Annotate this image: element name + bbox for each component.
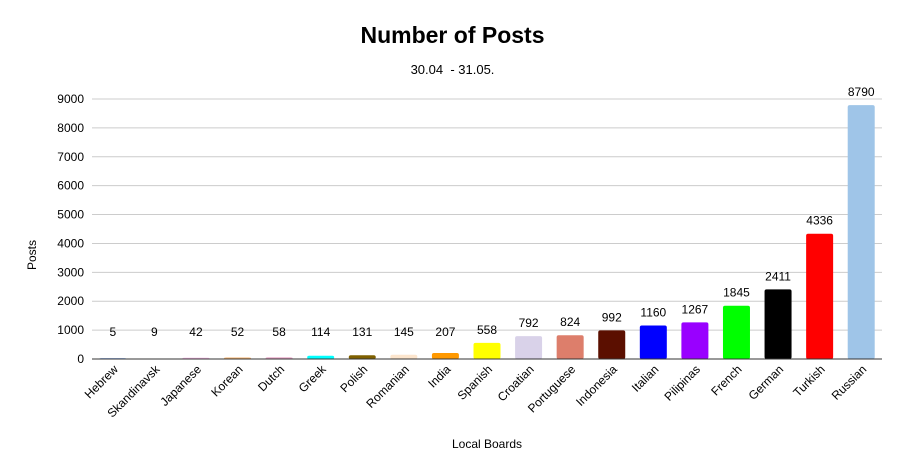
- y-tick-label: 1000: [57, 323, 84, 337]
- bar: [390, 354, 418, 359]
- x-tick-label: India: [425, 362, 454, 391]
- bar: [515, 336, 543, 359]
- data-labels: 5 9 42 52 58 114 131 145 207 558 792 824 992 1160 1267…: [109, 85, 874, 339]
- bar: [806, 233, 834, 359]
- bar: [348, 355, 376, 359]
- data-label: 992: [602, 310, 622, 324]
- x-tick-label: Russian: [829, 362, 870, 403]
- data-label: 2411: [765, 269, 791, 283]
- data-label: 9: [151, 325, 158, 339]
- x-tick-label: Greek: [296, 362, 330, 396]
- data-label: 792: [519, 316, 539, 330]
- data-label: 8790: [848, 85, 875, 99]
- x-tick-label: Polish: [337, 362, 370, 395]
- x-tick-label: Dutch: [255, 362, 287, 394]
- gridlines: [92, 98, 882, 331]
- y-tick-label: 9000: [57, 92, 84, 106]
- y-tick-label: 8000: [57, 121, 84, 135]
- y-axis-title: Posts: [25, 240, 39, 270]
- data-label: 824: [560, 315, 580, 329]
- x-axis-title: Local Boards: [452, 437, 522, 451]
- bar: [556, 335, 584, 359]
- data-label: 52: [231, 325, 245, 339]
- bar: [473, 342, 501, 359]
- bar: [431, 353, 459, 359]
- data-label: 131: [352, 325, 372, 339]
- bars: [99, 105, 875, 359]
- data-label: 42: [189, 325, 203, 339]
- x-tick-label: Pilipinas: [662, 362, 704, 404]
- x-tick-label: Hebrew: [82, 362, 121, 401]
- data-label: 207: [435, 325, 455, 339]
- bar: [847, 105, 875, 359]
- y-tick-label: 2000: [57, 294, 84, 308]
- data-label: 1845: [723, 286, 750, 300]
- data-label: 4336: [806, 214, 833, 228]
- bar: [598, 330, 626, 359]
- x-tick-label: Turkish: [790, 362, 827, 399]
- x-tick-label: Romanian: [363, 362, 412, 411]
- y-axis-ticks: 0 1000 2000 3000 4000 5000 6000 7000 8000 9000: [57, 92, 84, 366]
- data-label: 58: [272, 325, 286, 339]
- x-tick-label: Korean: [208, 362, 245, 399]
- x-tick-label: Italian: [629, 362, 662, 395]
- x-tick-label: Croatian: [495, 362, 537, 404]
- y-tick-label: 3000: [57, 265, 84, 279]
- data-label: 1267: [682, 302, 709, 316]
- bar: [307, 355, 335, 359]
- chart-title: Number of Posts: [360, 22, 545, 48]
- data-label: 114: [311, 325, 330, 339]
- y-tick-label: 4000: [57, 236, 84, 250]
- y-tick-label: 0: [77, 352, 84, 366]
- data-label: 145: [394, 325, 414, 339]
- y-tick-label: 6000: [57, 179, 84, 193]
- data-label: 5: [109, 325, 116, 339]
- x-tick-label: Spanish: [455, 362, 496, 403]
- bar: [681, 322, 709, 359]
- data-label: 558: [477, 323, 497, 337]
- bar: [639, 325, 667, 359]
- y-tick-label: 7000: [57, 150, 84, 164]
- chart-subtitle: 30.04 - 31.05.: [410, 62, 495, 77]
- data-label: 1160: [640, 305, 666, 319]
- bar: [722, 305, 750, 359]
- x-tick-label: Japanese: [157, 362, 204, 409]
- bar: [764, 289, 792, 359]
- y-tick-label: 5000: [57, 208, 84, 222]
- x-tick-label: French: [708, 362, 744, 398]
- x-tick-label: Indonesia: [573, 362, 620, 409]
- x-tick-label: German: [746, 362, 787, 403]
